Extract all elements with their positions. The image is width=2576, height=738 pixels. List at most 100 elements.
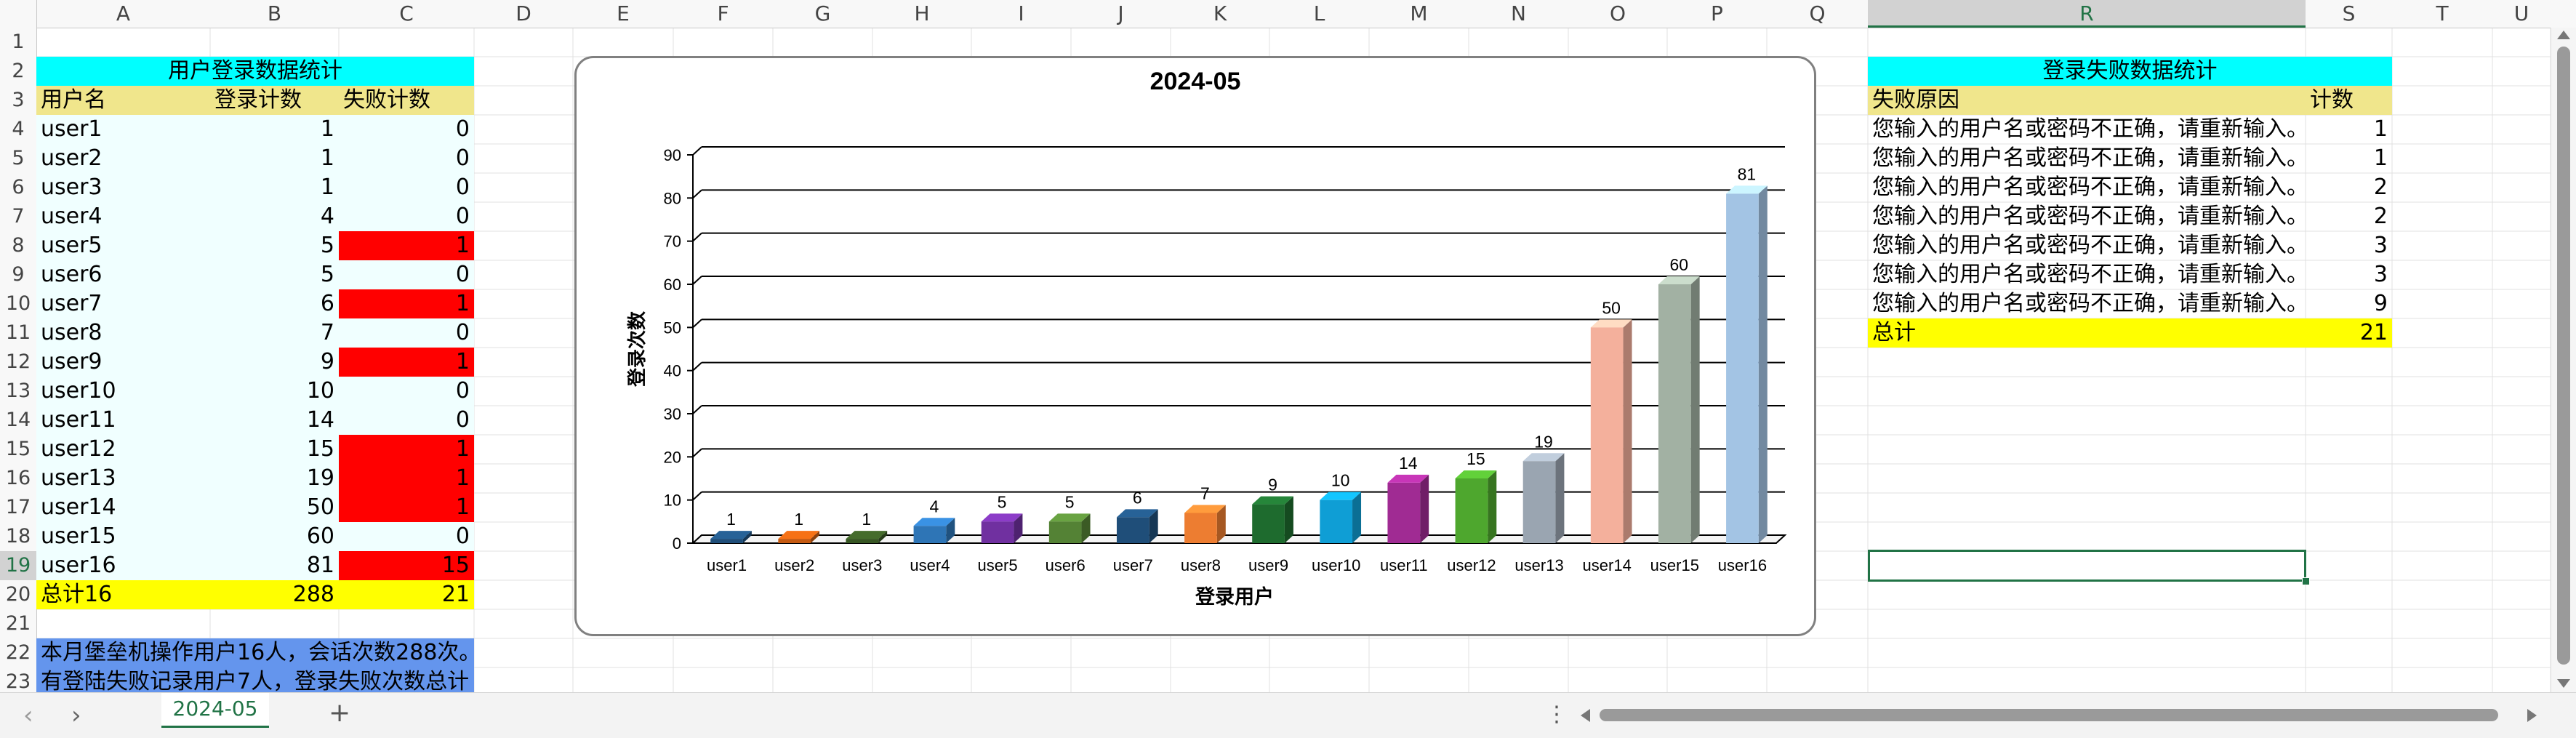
row-header-16[interactable]: 16: [5, 467, 31, 489]
login-row-fail[interactable]: 0: [339, 115, 474, 144]
row-header-1[interactable]: 1: [12, 31, 25, 53]
horizontal-scrollbar[interactable]: [1578, 700, 2545, 729]
chart-container[interactable]: 2024-05 0 10 20 30 40 50 60 70 80 90 登录次数 登录用户 1 user1…: [574, 56, 1816, 636]
login-row-user[interactable]: user7: [36, 289, 210, 318]
row-header-6[interactable]: 6: [12, 176, 25, 198]
row-header-13[interactable]: 13: [5, 380, 31, 402]
fail-row-reason[interactable]: 您输入的用户名或密码不正确，请重新输入。: [1872, 204, 2306, 229]
login-row-user[interactable]: user9: [36, 348, 210, 377]
login-row-fail[interactable]: 1: [339, 464, 474, 493]
row-header-9[interactable]: 9: [12, 263, 25, 286]
fail-row-count[interactable]: 2: [2373, 204, 2388, 229]
fill-handle[interactable]: [2302, 577, 2310, 585]
login-header-user[interactable]: 用户名: [36, 86, 210, 115]
column-header-e[interactable]: E: [617, 1, 630, 25]
login-row-user[interactable]: user2: [36, 144, 210, 173]
login-row-user[interactable]: user10: [36, 377, 210, 406]
row-header-4[interactable]: 4: [12, 118, 25, 140]
login-row-fail[interactable]: 1: [339, 289, 474, 318]
plus-icon[interactable]: +: [329, 698, 351, 728]
column-header-b[interactable]: B: [267, 1, 282, 25]
row-header-23[interactable]: 23: [5, 670, 31, 693]
row-header-11[interactable]: 11: [5, 321, 31, 344]
login-row-count[interactable]: 60: [210, 522, 339, 551]
row-header-15[interactable]: 15: [5, 438, 31, 460]
login-row-fail[interactable]: 1: [339, 231, 474, 260]
login-row-user[interactable]: user4: [36, 202, 210, 231]
column-header-l[interactable]: L: [1313, 1, 1325, 25]
column-header-r[interactable]: R: [2079, 1, 2094, 25]
row-header-19[interactable]: 19: [0, 551, 36, 580]
login-header-fail[interactable]: 失败计数: [339, 86, 474, 115]
row-header-7[interactable]: 7: [12, 205, 25, 228]
column-header-n[interactable]: N: [1511, 1, 1526, 25]
tab-2024-05[interactable]: 2024-05: [161, 693, 269, 728]
login-row-count[interactable]: 14: [210, 406, 339, 435]
fail-row-count[interactable]: 1: [2373, 145, 2388, 171]
row-header-20[interactable]: 20: [5, 583, 31, 606]
login-row-user[interactable]: user13: [36, 464, 210, 493]
fail-table-title[interactable]: 登录失败数据统计: [1868, 57, 2392, 86]
fail-row-reason[interactable]: 您输入的用户名或密码不正确，请重新输入。: [1872, 175, 2306, 200]
row-header-12[interactable]: 12: [5, 350, 31, 373]
fail-row-reason[interactable]: 您输入的用户名或密码不正确，请重新输入。: [1872, 116, 2306, 142]
summary-note-line1[interactable]: 本月堡垒机操作用户16人，会话次数288次。: [36, 638, 481, 667]
row-header-22[interactable]: 22: [5, 641, 31, 664]
row-header-17[interactable]: 17: [5, 496, 31, 518]
row-header-18[interactable]: 18: [5, 525, 31, 548]
fail-total-count[interactable]: 21: [2306, 318, 2392, 348]
login-total-label[interactable]: 总计16: [36, 580, 210, 609]
login-row-count[interactable]: 9: [210, 348, 339, 377]
login-row-fail[interactable]: 1: [339, 435, 474, 464]
fail-row-reason[interactable]: 您输入的用户名或密码不正确，请重新输入。: [1872, 291, 2306, 316]
login-row-fail[interactable]: 0: [339, 144, 474, 173]
login-row-count[interactable]: 5: [210, 231, 339, 260]
login-row-count[interactable]: 1: [210, 173, 339, 202]
login-row-fail[interactable]: 0: [339, 173, 474, 202]
login-row-user[interactable]: user11: [36, 406, 210, 435]
scroll-right-icon[interactable]: [2527, 709, 2537, 722]
fail-row-count[interactable]: 3: [2373, 262, 2388, 287]
scroll-left-icon[interactable]: [1581, 709, 1590, 722]
login-row-user[interactable]: user16: [36, 551, 210, 580]
login-row-fail[interactable]: 0: [339, 202, 474, 231]
column-header-s[interactable]: S: [2342, 1, 2356, 25]
fail-row-count[interactable]: 2: [2373, 175, 2388, 200]
column-header-u[interactable]: U: [2513, 1, 2529, 25]
login-row-user[interactable]: user1: [36, 115, 210, 144]
fail-total-label[interactable]: 总计: [1868, 318, 2306, 348]
login-row-count[interactable]: 1: [210, 115, 339, 144]
row-header-8[interactable]: 8: [12, 234, 25, 257]
column-header-t[interactable]: T: [2436, 1, 2449, 25]
login-table-title[interactable]: 用户登录数据统计: [36, 57, 474, 86]
row-header-10[interactable]: 10: [5, 292, 31, 315]
login-row-count[interactable]: 15: [210, 435, 339, 464]
login-row-user[interactable]: user3: [36, 173, 210, 202]
login-row-fail[interactable]: 0: [339, 377, 474, 406]
column-header-j[interactable]: J: [1118, 1, 1124, 25]
login-row-fail[interactable]: 0: [339, 260, 474, 289]
ellipsis-vertical-icon[interactable]: ⋮: [1546, 702, 1568, 727]
summary-note-line2[interactable]: 有登陆失败记录用户7人，登录失败次数总计: [36, 667, 474, 697]
row-header-3[interactable]: 3: [12, 89, 25, 111]
chevron-left-icon[interactable]: ‹: [23, 701, 33, 730]
chevron-right-icon[interactable]: ›: [71, 701, 81, 730]
login-row-user[interactable]: user8: [36, 318, 210, 348]
row-header-21[interactable]: 21: [5, 612, 31, 635]
login-row-user[interactable]: user15: [36, 522, 210, 551]
login-row-count[interactable]: 81: [210, 551, 339, 580]
fail-header-reason[interactable]: 失败原因: [1868, 86, 2306, 115]
login-row-user[interactable]: user6: [36, 260, 210, 289]
column-header-d[interactable]: D: [515, 1, 531, 25]
login-row-user[interactable]: user14: [36, 493, 210, 522]
fail-row-count[interactable]: 9: [2373, 291, 2388, 316]
login-row-user[interactable]: user5: [36, 231, 210, 260]
scroll-down-icon[interactable]: [2557, 679, 2570, 688]
login-header-count[interactable]: 登录计数: [210, 86, 339, 115]
login-row-fail[interactable]: 0: [339, 318, 474, 348]
fail-row-reason[interactable]: 您输入的用户名或密码不正确，请重新输入。: [1872, 233, 2306, 258]
column-header-o[interactable]: O: [1609, 1, 1626, 25]
login-total-fail[interactable]: 21: [339, 580, 474, 609]
column-header-m[interactable]: M: [1410, 1, 1428, 25]
column-header-q[interactable]: Q: [1809, 1, 1826, 25]
